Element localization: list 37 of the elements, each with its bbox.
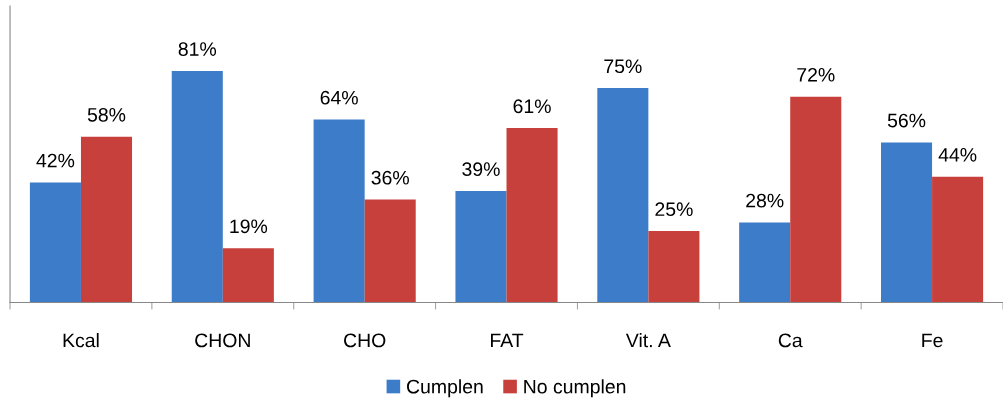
x-tick-label: FAT bbox=[491, 333, 524, 348]
bar bbox=[80, 136, 133, 303]
data-label: 64% bbox=[320, 90, 358, 105]
data-label: 81% bbox=[178, 42, 217, 56]
legend-label: No cumplen bbox=[524, 379, 626, 398]
bar bbox=[313, 119, 365, 303]
x-tick-label: Vit. A bbox=[625, 333, 671, 348]
data-label: 61% bbox=[513, 99, 551, 114]
bar bbox=[739, 222, 791, 303]
bar bbox=[29, 182, 81, 303]
x-tick-label: CHON bbox=[195, 333, 250, 348]
x-tick-label: Kcal bbox=[63, 333, 99, 348]
bar bbox=[881, 142, 933, 303]
data-label: 72% bbox=[797, 67, 835, 82]
data-label: 44% bbox=[938, 148, 977, 162]
x-tick-label: CHO bbox=[344, 333, 386, 348]
legend-label: Cumplen bbox=[407, 379, 483, 398]
data-label: 39% bbox=[462, 162, 500, 177]
data-label: 58% bbox=[87, 107, 126, 122]
x-tick-label: Ca bbox=[778, 333, 803, 348]
bar bbox=[932, 176, 984, 303]
data-label: 56% bbox=[887, 113, 926, 128]
bar bbox=[597, 88, 649, 303]
data-label: 75% bbox=[604, 59, 642, 74]
data-label: 25% bbox=[655, 202, 693, 217]
data-label: 28% bbox=[746, 193, 784, 208]
x-tick-label: Fe bbox=[922, 333, 943, 348]
bar bbox=[455, 190, 507, 303]
bar bbox=[790, 96, 842, 303]
bar bbox=[364, 199, 416, 303]
bar bbox=[222, 248, 274, 303]
data-label: 36% bbox=[371, 170, 409, 185]
data-label: 19% bbox=[230, 219, 268, 234]
bar bbox=[506, 128, 558, 303]
data-label: 42% bbox=[36, 153, 75, 168]
bar bbox=[171, 70, 223, 303]
bar bbox=[648, 231, 700, 303]
